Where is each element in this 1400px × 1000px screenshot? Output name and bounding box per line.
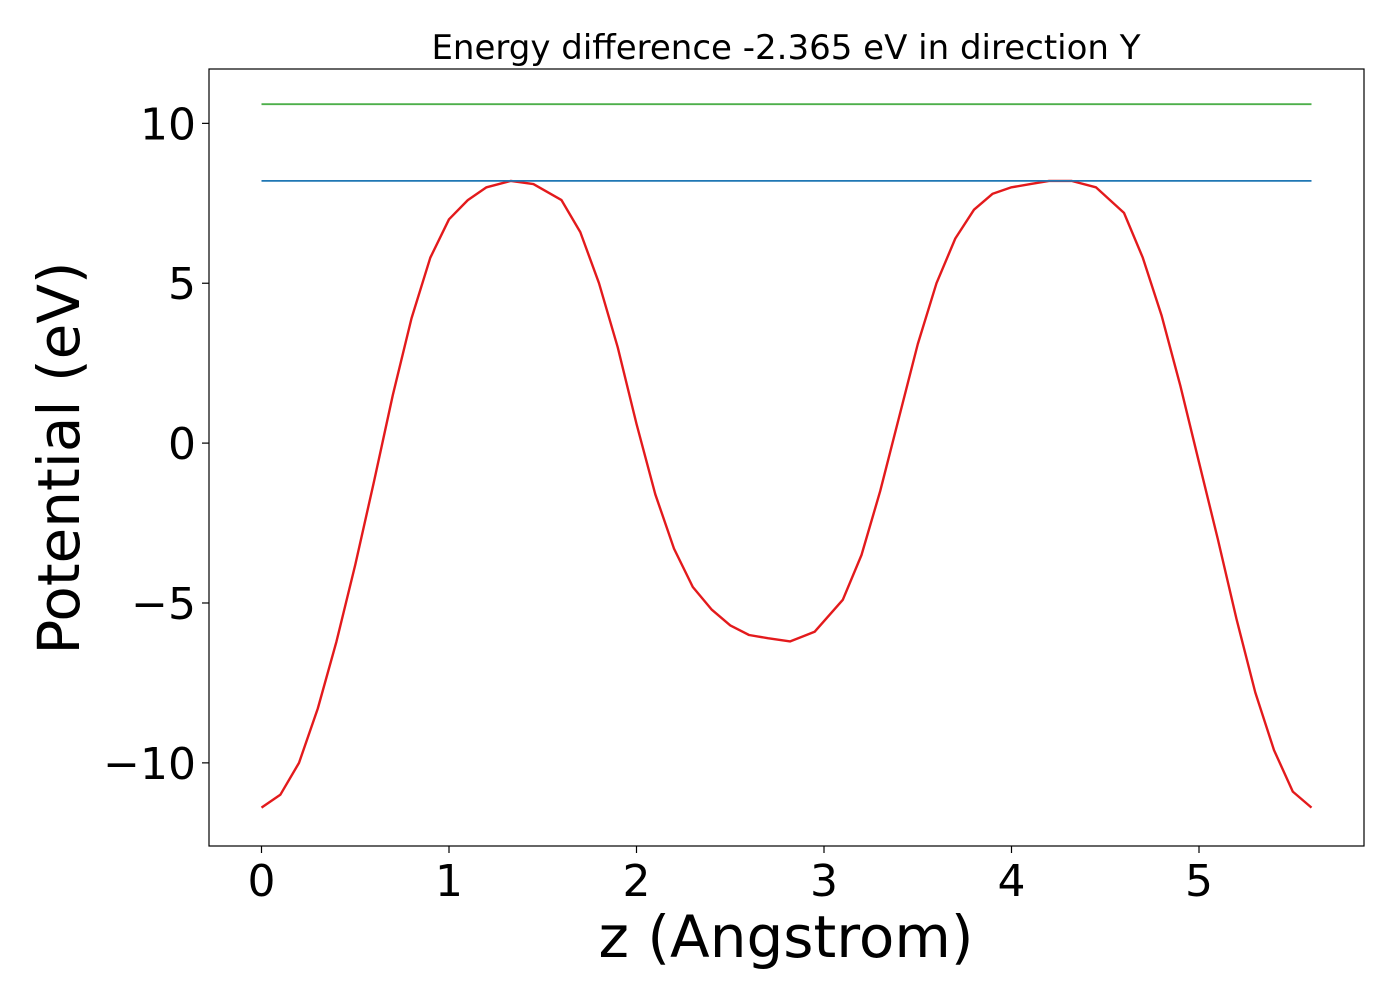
plot-area xyxy=(260,103,1313,809)
plot-frame xyxy=(208,68,1365,847)
chart-title: Energy difference -2.365 eV in direction… xyxy=(431,28,1140,68)
series-line-0 xyxy=(260,179,1313,809)
y-tick-label: 10 xyxy=(140,99,196,150)
y-axis: −10 −5 0 5 10 xyxy=(103,99,209,790)
y-tick-label: −5 xyxy=(131,579,196,630)
x-tick-label: 3 xyxy=(810,856,838,907)
y-tick-label: 5 xyxy=(168,259,196,310)
x-tick-label: 5 xyxy=(1185,856,1213,907)
x-axis-label: z (Angstrom) xyxy=(599,903,974,971)
y-axis-label: Potential (eV) xyxy=(25,261,93,654)
x-tick-label: 1 xyxy=(435,856,463,907)
y-tick-label: 0 xyxy=(168,419,196,470)
x-axis: 0 1 2 3 4 5 xyxy=(248,846,1213,907)
y-tick-label: −10 xyxy=(103,739,196,790)
x-tick-label: 2 xyxy=(623,856,651,907)
x-tick-label: 0 xyxy=(248,856,276,907)
x-tick-label: 4 xyxy=(998,856,1026,907)
